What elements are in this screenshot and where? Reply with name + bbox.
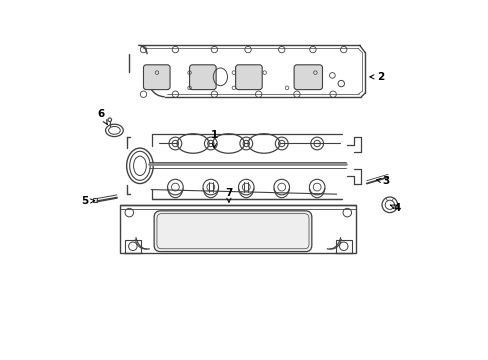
Text: 2: 2 xyxy=(369,72,384,82)
FancyBboxPatch shape xyxy=(293,65,322,90)
Bar xyxy=(93,198,97,202)
Text: 5: 5 xyxy=(81,196,95,206)
FancyBboxPatch shape xyxy=(143,65,170,90)
Text: 1: 1 xyxy=(210,130,218,148)
Bar xyxy=(335,240,351,253)
Bar xyxy=(124,240,141,253)
FancyBboxPatch shape xyxy=(189,65,216,90)
Bar xyxy=(120,205,355,253)
Text: 4: 4 xyxy=(389,203,400,213)
Text: 7: 7 xyxy=(225,188,232,202)
Text: 3: 3 xyxy=(376,176,389,186)
FancyBboxPatch shape xyxy=(154,211,311,252)
FancyBboxPatch shape xyxy=(235,65,262,90)
Text: 6: 6 xyxy=(97,109,107,125)
